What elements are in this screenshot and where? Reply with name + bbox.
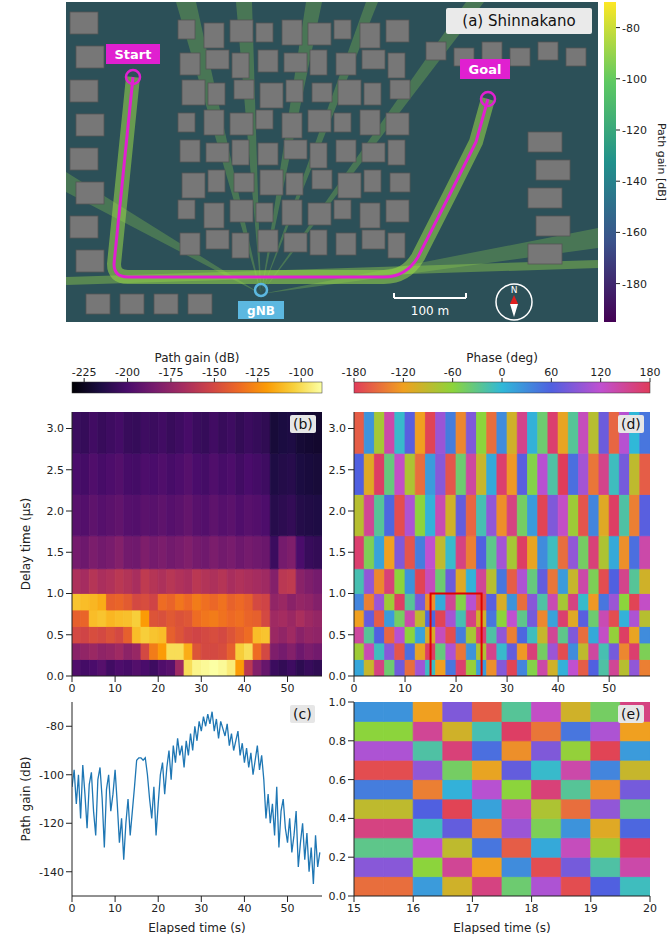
- svg-text:0: 0: [69, 682, 76, 695]
- svg-text:-80: -80: [622, 22, 640, 35]
- svg-text:16: 16: [406, 902, 420, 915]
- svg-text:30: 30: [194, 682, 208, 695]
- svg-text:10: 10: [108, 682, 122, 695]
- svg-text:20: 20: [643, 902, 657, 915]
- svg-text:0.2: 0.2: [329, 851, 347, 864]
- svg-text:10: 10: [398, 682, 412, 695]
- svg-text:3.0: 3.0: [329, 422, 347, 435]
- svg-text:20: 20: [151, 902, 165, 915]
- svg-text:-125: -125: [245, 366, 270, 379]
- svg-text:0.5: 0.5: [47, 629, 65, 642]
- svg-text:20: 20: [449, 682, 463, 695]
- svg-text:0.5: 0.5: [329, 629, 347, 642]
- svg-text:-175: -175: [158, 366, 183, 379]
- svg-text:60: 60: [544, 366, 558, 379]
- svg-text:(a) Shinnakano: (a) Shinnakano: [462, 12, 575, 30]
- svg-text:10: 10: [108, 902, 122, 915]
- svg-text:-100: -100: [289, 366, 314, 379]
- svg-text:1.0: 1.0: [329, 696, 347, 709]
- svg-text:0: 0: [499, 366, 506, 379]
- svg-text:50: 50: [281, 682, 295, 695]
- svg-text:Start: Start: [115, 47, 152, 62]
- svg-text:18: 18: [525, 902, 539, 915]
- svg-text:-140: -140: [39, 866, 64, 879]
- svg-text:180: 180: [640, 366, 661, 379]
- svg-text:2.5: 2.5: [329, 464, 347, 477]
- svg-text:40: 40: [551, 682, 565, 695]
- svg-text:-120: -120: [39, 817, 64, 830]
- svg-text:Elapsed time (s): Elapsed time (s): [148, 921, 246, 934]
- svg-text:Path gain (dB): Path gain (dB): [154, 351, 239, 365]
- svg-text:-80: -80: [46, 720, 64, 733]
- html-text:(b): (b): [293, 416, 313, 432]
- svg-text:3.0: 3.0: [47, 422, 65, 435]
- svg-text:50: 50: [281, 902, 295, 915]
- svg-text:2.5: 2.5: [47, 464, 65, 477]
- svg-text:1.5: 1.5: [329, 546, 347, 559]
- html-text:(d): (d): [621, 416, 641, 432]
- svg-text:-140: -140: [622, 175, 647, 188]
- svg-text:Phase (deg): Phase (deg): [466, 351, 538, 365]
- svg-text:30: 30: [194, 902, 208, 915]
- svg-text:-225: -225: [72, 366, 97, 379]
- svg-text:1.0: 1.0: [329, 587, 347, 600]
- svg-text:0.0: 0.0: [47, 670, 65, 683]
- svg-text:-160: -160: [622, 226, 647, 239]
- svg-text:Elapsed time (s): Elapsed time (s): [453, 921, 551, 934]
- svg-text:Path gain (dB): Path gain (dB): [19, 756, 33, 841]
- svg-text:0: 0: [69, 902, 76, 915]
- svg-text:-200: -200: [115, 366, 140, 379]
- svg-text:0.0: 0.0: [329, 670, 347, 683]
- svg-text:gNB: gNB: [247, 304, 275, 318]
- svg-text:-120: -120: [391, 366, 416, 379]
- html-text:(c): (c): [293, 706, 312, 722]
- svg-text:1.0: 1.0: [47, 587, 65, 600]
- svg-text:-150: -150: [202, 366, 227, 379]
- svg-text:N: N: [511, 285, 518, 295]
- svg-text:40: 40: [237, 902, 251, 915]
- svg-text:-180: -180: [342, 366, 367, 379]
- svg-text:Goal: Goal: [469, 62, 502, 77]
- svg-text:-100: -100: [39, 769, 64, 782]
- svg-text:1.5: 1.5: [47, 546, 65, 559]
- svg-text:17: 17: [465, 902, 479, 915]
- svg-text:-120: -120: [622, 124, 647, 137]
- html-text:(e): (e): [621, 706, 641, 722]
- svg-text:Path gain [dB]: Path gain [dB]: [655, 123, 668, 201]
- svg-text:15: 15: [347, 902, 361, 915]
- svg-text:Delay time (µs): Delay time (µs): [19, 498, 33, 590]
- svg-text:-100: -100: [622, 73, 647, 86]
- svg-text:50: 50: [602, 682, 616, 695]
- svg-text:30: 30: [500, 682, 514, 695]
- svg-text:19: 19: [584, 902, 598, 915]
- svg-text:0: 0: [351, 682, 358, 695]
- svg-text:0.8: 0.8: [329, 735, 347, 748]
- svg-text:0.4: 0.4: [329, 812, 347, 825]
- svg-text:-180: -180: [622, 278, 647, 291]
- svg-text:-60: -60: [444, 366, 462, 379]
- svg-text:2.0: 2.0: [329, 505, 347, 518]
- svg-text:0.6: 0.6: [329, 774, 347, 787]
- svg-text:0.0: 0.0: [329, 890, 347, 903]
- svg-text:20: 20: [151, 682, 165, 695]
- svg-text:120: 120: [590, 366, 611, 379]
- svg-text:2.0: 2.0: [47, 505, 65, 518]
- svg-text:100 m: 100 m: [411, 304, 449, 318]
- svg-text:40: 40: [237, 682, 251, 695]
